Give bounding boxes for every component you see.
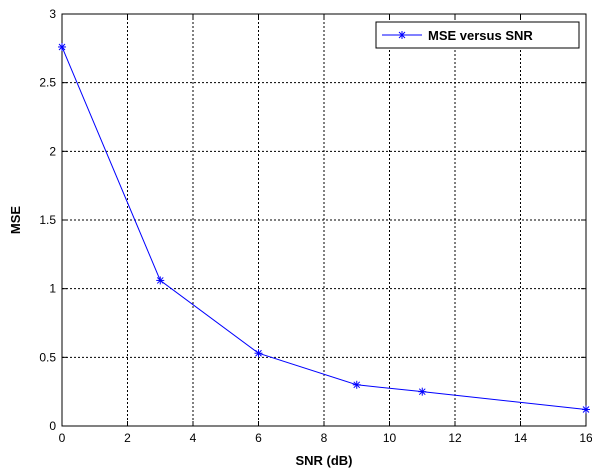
data-point <box>352 380 361 389</box>
y-tick-label: 1.5 <box>39 213 56 227</box>
marker-stroke <box>353 381 361 389</box>
legend-marker-star <box>398 31 406 39</box>
series-line <box>61 46 587 411</box>
marker-stroke <box>582 406 590 413</box>
x-tick-labels: 0 2 4 6 8 10 12 14 16 <box>59 431 592 445</box>
data-point <box>418 387 427 396</box>
x-axis-label: SNR (dB) <box>295 453 352 468</box>
marker-stroke <box>255 349 262 357</box>
y-tick-label: 2 <box>49 144 56 158</box>
x-tick-label: 10 <box>383 431 397 445</box>
marker-stroke <box>156 277 164 284</box>
y-tick-label: 3 <box>49 7 56 21</box>
marker-stroke <box>398 31 406 39</box>
data-point <box>582 405 590 414</box>
legend-label: MSE versus SNR <box>428 28 533 43</box>
x-tick-label: 16 <box>579 431 592 445</box>
y-tick-label: 2.5 <box>39 76 56 90</box>
y-tick-label: 0.5 <box>39 350 56 364</box>
x-tick-label: 4 <box>190 431 197 445</box>
y-tick-labels: 0 0.5 1 1.5 2 2.5 3 <box>39 7 56 433</box>
marker-stroke <box>58 43 66 51</box>
x-tick-label: 2 <box>124 431 131 445</box>
legend: MSE versus SNR <box>375 21 580 49</box>
x-tick-label: 6 <box>255 431 262 445</box>
x-tick-label: 12 <box>448 431 462 445</box>
y-tick-label: 1 <box>49 282 56 296</box>
legend-marker <box>398 31 406 39</box>
grid <box>62 14 586 426</box>
data-point <box>156 276 165 285</box>
marker-stroke <box>418 388 426 396</box>
series-group <box>58 42 590 414</box>
axis-ticks <box>61 13 587 427</box>
y-axis-label: MSE <box>8 206 23 235</box>
y-tick-label: 0 <box>49 419 56 433</box>
x-tick-label: 0 <box>59 431 66 445</box>
data-point <box>58 42 66 51</box>
data-point <box>254 349 263 358</box>
x-tick-label: 8 <box>321 431 328 445</box>
x-tick-label: 14 <box>514 431 528 445</box>
